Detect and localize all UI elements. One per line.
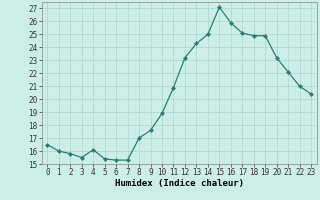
X-axis label: Humidex (Indice chaleur): Humidex (Indice chaleur) xyxy=(115,179,244,188)
